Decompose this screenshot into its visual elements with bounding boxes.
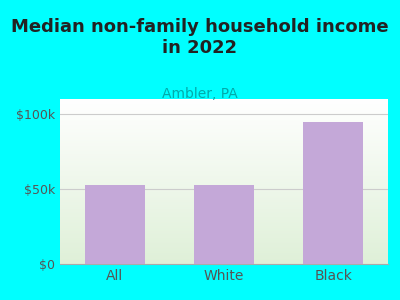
Bar [194,184,254,264]
Bar [303,122,364,264]
Text: Ambler, PA: Ambler, PA [162,87,238,101]
Text: Median non-family household income
in 2022: Median non-family household income in 20… [11,18,389,57]
Bar [85,184,145,264]
